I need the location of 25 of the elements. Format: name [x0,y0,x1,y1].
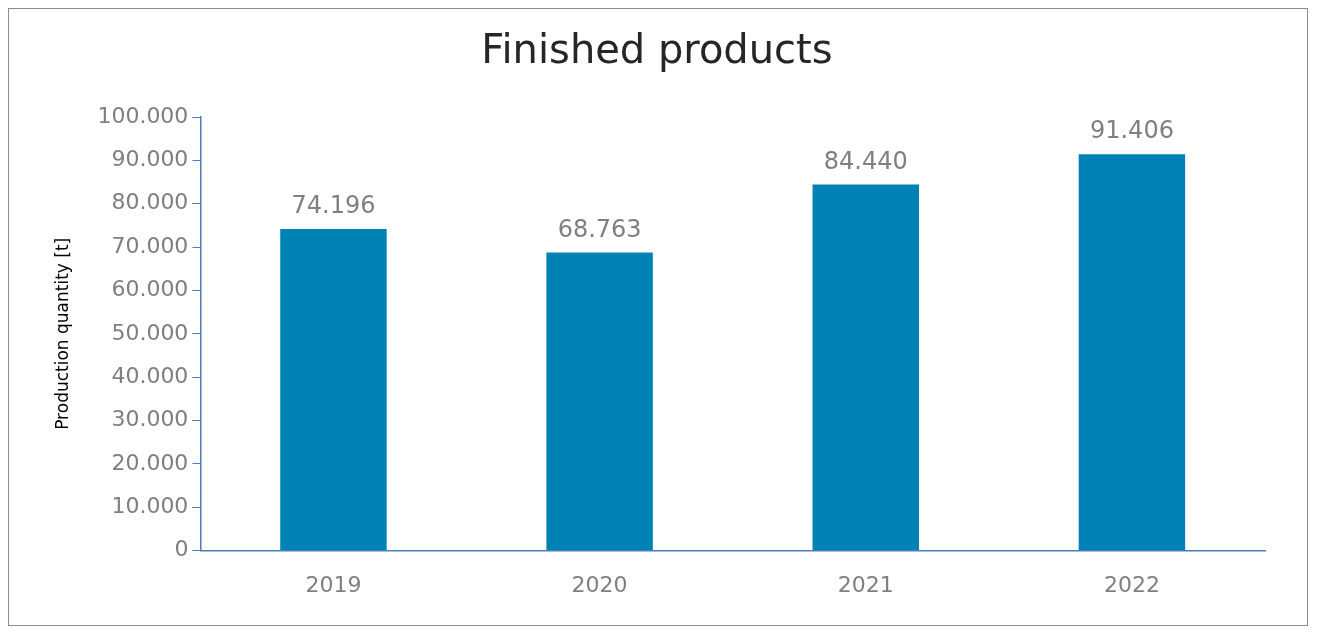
y-tick-label: 60.000 [111,276,189,302]
y-tick-label: 40.000 [111,362,189,388]
data-label: 68.763 [557,214,642,243]
data-label: 91.406 [1089,116,1174,145]
bar [546,252,653,551]
y-tick-label: 80.000 [111,189,189,215]
y-axis-title: Production quantity [t] [51,237,72,430]
x-tick-label: 2022 [1103,571,1160,597]
y-tick-label: 0 [174,536,189,562]
bar [812,184,919,551]
bar [280,228,387,551]
y-tick-label: 70.000 [111,232,189,258]
y-tick-label: 90.000 [111,146,189,172]
x-tick-label: 2019 [305,571,362,597]
y-tick-label: 10.000 [111,492,189,518]
bar [1078,154,1186,551]
data-label: 74.196 [291,191,376,220]
y-tick-label: 100.000 [97,102,189,128]
y-tick-label: 50.000 [111,319,189,345]
data-label: 84.440 [823,146,908,175]
x-tick-label: 2021 [837,571,894,597]
chart-title: Finished products [481,26,833,73]
x-tick-label: 2020 [571,571,628,597]
y-tick-label: 20.000 [111,449,189,475]
y-tick-label: 30.000 [111,406,189,432]
